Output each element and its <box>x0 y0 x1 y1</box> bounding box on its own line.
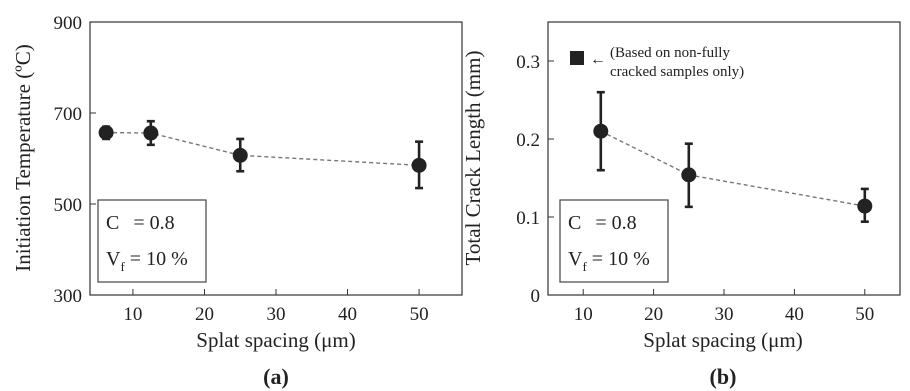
data-point <box>857 198 873 214</box>
chart-b: 0 0.1 0.2 0.3 10 20 30 40 50 Total Crack Length… <box>461 21 901 389</box>
data-point <box>232 147 248 163</box>
data-point <box>411 157 427 173</box>
param-c-value: = 0.8 <box>595 212 636 234</box>
y-tick-label: 0.3 <box>516 52 540 73</box>
svg-text:Vf= 10 %: Vf = 10 % <box>568 248 650 274</box>
y-ticks-b: 0 0.1 0.2 0.3 <box>516 52 554 307</box>
data-point <box>681 167 697 183</box>
y-tick-label: 700 <box>54 104 83 125</box>
x-tick-label: 20 <box>644 304 663 325</box>
xlabel-b: Splat spacing (μm) <box>643 328 802 352</box>
y-ticks-a: 300 500 700 900 <box>54 13 96 307</box>
param-c-symbol: C <box>106 212 119 234</box>
param-v-symbol: V <box>568 248 583 270</box>
x-tick-label: 50 <box>410 304 429 325</box>
x-tick-label: 40 <box>338 304 357 325</box>
legend-note-b: ← (Based on non-fully cracked samples on… <box>570 45 744 80</box>
y-tick-label: 0.2 <box>516 130 540 151</box>
data-point <box>98 125 114 141</box>
y-tick-label: 0 <box>531 286 541 307</box>
y-tick-label: 300 <box>54 286 83 307</box>
trend-line-b <box>600 130 865 207</box>
x-tick-label: 10 <box>123 304 142 325</box>
x-ticks-b: 10 20 30 40 50 <box>574 289 874 325</box>
y-tick-label: 900 <box>54 13 83 34</box>
param-c-symbol: C <box>568 212 581 234</box>
x-tick-label: 20 <box>195 304 214 325</box>
x-tick-label: 30 <box>267 304 286 325</box>
data-point <box>143 125 159 141</box>
panel-label-b: (b) <box>710 364 737 389</box>
param-c-value: = 0.8 <box>133 212 174 234</box>
param-v-sub: f <box>120 259 125 274</box>
param-v-sub: f <box>582 259 587 274</box>
xlabel-a: Splat spacing (μm) <box>196 328 355 352</box>
param-v-value: = 10 % <box>592 248 650 270</box>
param-v-value: = 10 % <box>130 248 188 270</box>
x-tick-label: 10 <box>574 304 593 325</box>
param-box-a: C = 0.8 Vf = 10 % <box>97 199 207 283</box>
panel-label-a: (a) <box>263 364 289 389</box>
legend-note-line1: (Based on non-fully <box>610 45 730 61</box>
data-points-a <box>98 119 427 190</box>
chart-a: 300 500 700 900 10 20 30 40 50 Initiation Tempe… <box>11 13 463 389</box>
y-tick-label: 500 <box>54 195 83 216</box>
svg-text:C= 0.8: C = 0.8 <box>568 212 637 234</box>
ylabel-b: Total Crack Length (mm) <box>461 51 485 266</box>
data-point <box>593 123 609 139</box>
square-marker <box>570 51 584 65</box>
x-tick-label: 50 <box>855 304 874 325</box>
arrow-left-icon: ← <box>590 51 606 68</box>
legend-note-line2: cracked samples only) <box>610 64 744 80</box>
ylabel-a: Initiation Temperature (ºC) <box>11 44 35 271</box>
x-ticks-a: 10 20 30 40 50 <box>123 289 429 325</box>
param-v-symbol: V <box>106 248 121 270</box>
x-tick-label: 40 <box>785 304 804 325</box>
trend-line-a <box>106 131 420 167</box>
data-points-b <box>593 90 873 223</box>
param-box-b: C = 0.8 Vf = 10 % <box>559 199 669 283</box>
svg-text:C= 0.8: C = 0.8 <box>106 212 175 234</box>
x-tick-label: 30 <box>715 304 734 325</box>
y-tick-label: 0.1 <box>516 208 540 229</box>
svg-text:Vf= 10 %: Vf = 10 % <box>106 248 188 274</box>
